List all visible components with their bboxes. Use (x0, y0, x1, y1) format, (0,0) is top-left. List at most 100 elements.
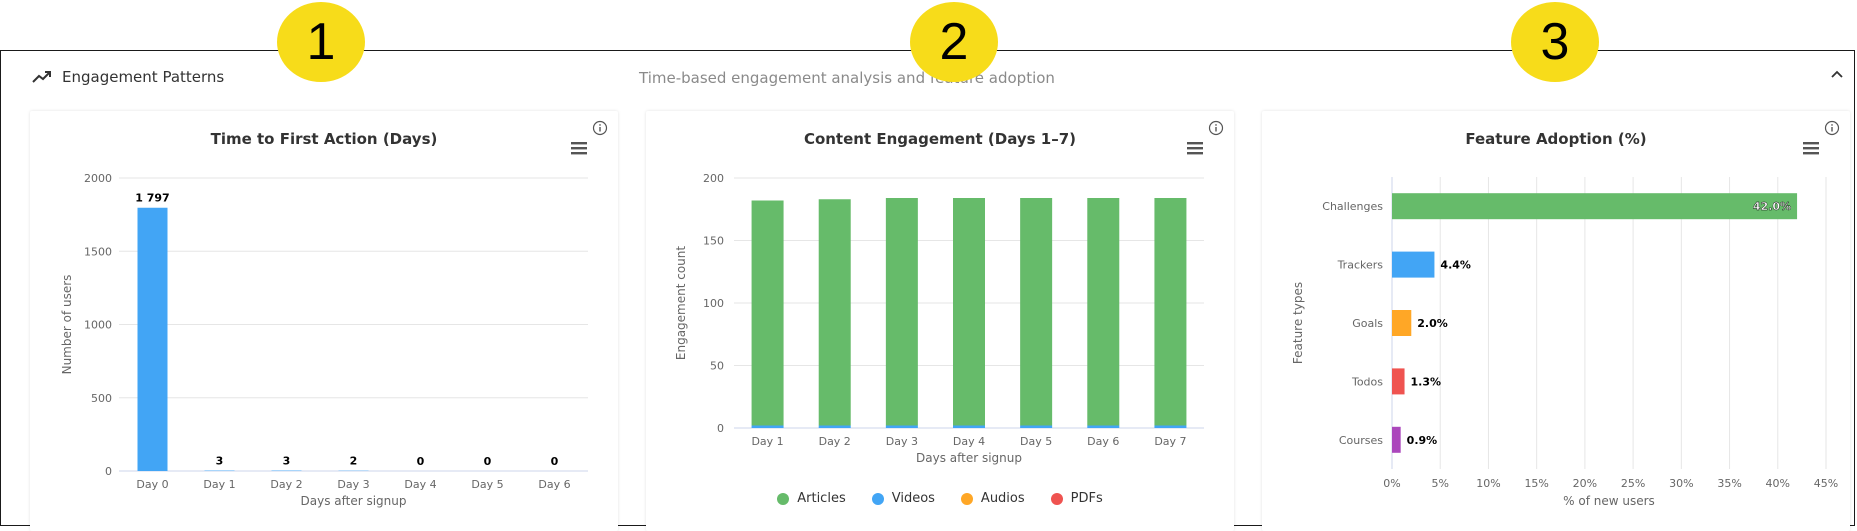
x-tick-label: Day 5 (471, 478, 503, 491)
bar (1392, 193, 1797, 219)
x-axis-title: Days after signup (916, 451, 1022, 465)
engagement-patterns-panel: Engagement Patterns Time-based engagemen… (0, 50, 1855, 526)
chevron-up-icon (1826, 63, 1848, 85)
x-tick-label: Day 1 (203, 478, 235, 491)
chart-menu-button[interactable] (1802, 140, 1820, 156)
y-axis-title: Number of users (60, 275, 74, 375)
bar-segment-videos (886, 426, 918, 429)
bar (1392, 368, 1405, 394)
step-badge-3: 3 (1511, 2, 1599, 82)
bar-segment-articles (886, 198, 918, 426)
panel-header: Engagement Patterns (32, 68, 224, 86)
bar (1392, 427, 1401, 453)
x-axis-title: Days after signup (301, 494, 407, 508)
chart-title: Content Engagement (Days 1–7) (804, 130, 1076, 148)
x-axis-title: % of new users (1563, 494, 1655, 508)
bar-segment-videos (752, 426, 784, 429)
x-tick-label: 10% (1476, 477, 1500, 490)
y-axis-title: Feature types (1291, 282, 1305, 364)
chart-info-button[interactable] (1824, 120, 1840, 136)
data-label: 1.3% (1411, 375, 1442, 388)
y-tick-label: Goals (1352, 317, 1383, 330)
x-tick-label: Day 6 (1087, 435, 1119, 448)
bar-segment-articles (1087, 198, 1119, 426)
legend-item-pdfs[interactable]: PDFs (1051, 491, 1103, 506)
x-tick-label: 40% (1766, 477, 1790, 490)
y-tick-label: 150 (703, 235, 724, 248)
y-tick-label: Todos (1351, 375, 1383, 388)
chart-card-time-to-first-action: Time to First Action (Days) 0 500 1000 1500 2… (30, 111, 618, 531)
x-tick-label: Day 3 (886, 435, 918, 448)
x-tick-label: Day 4 (404, 478, 436, 491)
info-icon (592, 120, 608, 136)
x-tick-label: Day 3 (337, 478, 369, 491)
bar-segment-videos (953, 426, 985, 429)
y-tick-label: 2000 (84, 172, 112, 185)
x-tick-label: Day 6 (538, 478, 570, 491)
x-tick-label: 5% (1431, 477, 1448, 490)
bar-segment-videos (1154, 426, 1186, 429)
chart-legend: Articles Videos Audios PDFs (646, 491, 1234, 506)
y-tick-label: Trackers (1337, 259, 1384, 272)
data-label: 0 (551, 455, 559, 468)
panel-subtitle: Time-based engagement analysis and featu… (639, 69, 1055, 87)
bar-segment-articles (1154, 198, 1186, 426)
data-label: 0 (484, 455, 492, 468)
x-tick-label: 30% (1669, 477, 1693, 490)
data-label: 3 (283, 455, 291, 468)
chart-title: Feature Adoption (%) (1465, 130, 1646, 148)
x-tick-label: Day 2 (819, 435, 851, 448)
x-tick-label: Day 7 (1154, 435, 1186, 448)
legend-label: Audios (981, 491, 1025, 506)
bar-segment-articles (819, 199, 851, 425)
data-label: 0.9% (1407, 434, 1438, 447)
legend-marker (872, 493, 884, 505)
chart-title: Time to First Action (Days) (211, 130, 438, 148)
y-tick-label: 0 (717, 422, 724, 435)
chart-card-feature-adoption: Feature Adoption (%)0%5%10%15%20%25%30%3… (1262, 111, 1850, 531)
y-tick-label: 0 (105, 465, 112, 478)
data-label: 2 (350, 455, 358, 468)
legend-item-audios[interactable]: Audios (961, 491, 1025, 506)
step-badge-1: 1 (277, 2, 365, 82)
legend-item-videos[interactable]: Videos (872, 491, 935, 506)
y-tick-label: 200 (703, 172, 724, 185)
legend-label: Articles (797, 491, 845, 506)
chart-info-button[interactable] (592, 120, 608, 136)
chart-info-button[interactable] (1208, 120, 1224, 136)
panel-title: Engagement Patterns (62, 68, 224, 86)
x-tick-label: 25% (1621, 477, 1645, 490)
y-tick-label: 500 (91, 392, 112, 405)
legend-item-articles[interactable]: Articles (777, 491, 845, 506)
y-tick-label: 100 (703, 297, 724, 310)
y-tick-label: 1000 (84, 319, 112, 332)
chart-menu-button[interactable] (1186, 140, 1204, 156)
bar-segment-articles (953, 198, 985, 426)
bar-segment-videos (1087, 426, 1119, 429)
data-label: 3 (216, 455, 224, 468)
bar (1392, 252, 1434, 278)
y-tick-label: Courses (1339, 434, 1383, 447)
feature-adoption-chart: Feature Adoption (%)0%5%10%15%20%25%30%3… (1262, 111, 1850, 531)
x-tick-label: 15% (1524, 477, 1548, 490)
y-tick-label: 1500 (84, 245, 112, 258)
legend-label: PDFs (1071, 491, 1103, 506)
info-icon (1208, 120, 1224, 136)
x-tick-label: 20% (1573, 477, 1597, 490)
legend-marker (961, 493, 973, 505)
legend-marker (1051, 493, 1063, 505)
chart-menu-button[interactable] (570, 140, 588, 156)
bar (1392, 310, 1411, 336)
trending-up-icon (32, 70, 52, 84)
x-tick-label: Day 4 (953, 435, 985, 448)
bar-segment-articles (752, 201, 784, 426)
collapse-button[interactable] (1826, 63, 1848, 85)
bar-segment-videos (1020, 426, 1052, 429)
legend-label: Videos (892, 491, 935, 506)
time-to-first-action-chart: Time to First Action (Days) 0 500 1000 1500 2… (30, 111, 618, 531)
legend-marker (777, 493, 789, 505)
data-label: 0 (417, 455, 425, 468)
hamburger-menu-icon (1186, 140, 1204, 156)
bar-segment-articles (1020, 198, 1052, 426)
bar (138, 208, 168, 471)
